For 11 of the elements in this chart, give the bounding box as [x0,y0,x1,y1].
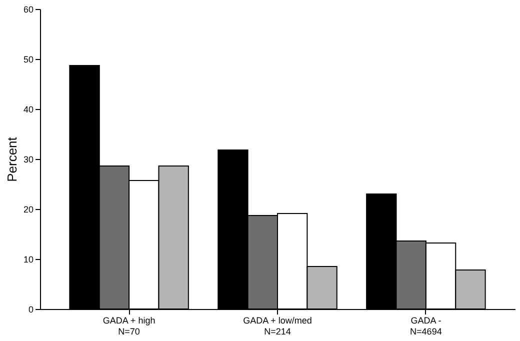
y-tick-label: 0 [28,304,34,314]
y-tick-label: 60 [23,4,34,14]
y-tick-label: 30 [23,154,34,164]
x-tick-label: GADA + high N=70 [102,316,156,336]
x-tick-label: GADA + low/med N=214 [243,316,312,336]
x-tick-label: GADA - N=4694 [410,316,442,336]
y-tick-label: 50 [23,54,34,64]
y-tick-label: 20 [23,204,34,214]
y-axis-title: Percent [4,136,20,182]
y-tick-label: 40 [23,104,34,114]
y-tick-label: 10 [23,254,34,264]
